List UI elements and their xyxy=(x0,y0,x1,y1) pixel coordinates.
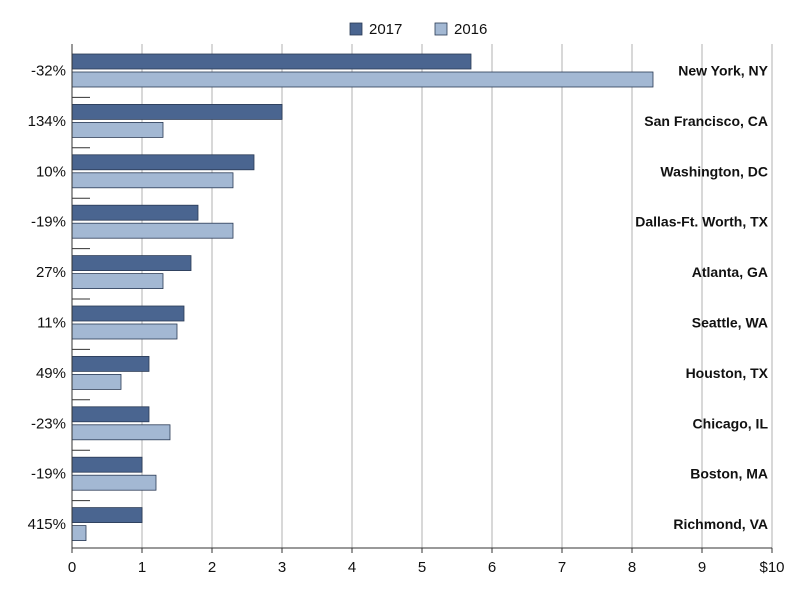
x-tick-label: 7 xyxy=(558,559,566,576)
x-tick-label: $10 xyxy=(759,559,784,576)
x-tick-label: 8 xyxy=(628,559,636,576)
change-label: 27% xyxy=(36,264,66,281)
change-label: -23% xyxy=(31,415,66,432)
category-label: Houston, TX xyxy=(686,365,769,381)
category-label: Seattle, WA xyxy=(692,315,768,331)
bar-2016 xyxy=(71,222,234,239)
bar-2016 xyxy=(71,474,157,491)
change-label: 49% xyxy=(36,365,66,382)
category-label: San Francisco, CA xyxy=(644,113,768,129)
legend-swatch-2017 xyxy=(349,22,363,36)
bar-2017 xyxy=(71,406,150,423)
bars xyxy=(71,53,654,541)
change-label: -32% xyxy=(31,63,66,80)
legend-label-2017: 2017 xyxy=(369,21,402,38)
x-tick-label: 2 xyxy=(208,559,216,576)
bar-2017 xyxy=(71,355,150,372)
x-tick-label: 4 xyxy=(348,559,356,576)
category-label: Washington, DC xyxy=(660,163,768,179)
bar-2016 xyxy=(71,71,654,88)
bar-2016 xyxy=(71,172,234,189)
labels: 0 1 2 3 4 5 6 7 8 9 $10 -32% New York, NY 134% San Fra… xyxy=(28,63,785,577)
category-label: Atlanta, GA xyxy=(692,264,768,280)
bar-2016 xyxy=(71,424,171,441)
bar-2017 xyxy=(71,456,143,473)
category-label: New York, NY xyxy=(678,63,768,79)
bar-2016 xyxy=(71,122,164,138)
legend-swatch-2016 xyxy=(434,22,448,36)
bar-2017 xyxy=(71,53,472,70)
x-tick-label: 1 xyxy=(138,559,146,576)
category-label: Dallas-Ft. Worth, TX xyxy=(635,214,768,230)
bar-2017 xyxy=(71,255,192,272)
change-label: 415% xyxy=(28,516,66,533)
change-label: -19% xyxy=(31,214,66,231)
x-tick-label: 5 xyxy=(418,559,426,576)
x-tick-label: 0 xyxy=(68,559,76,576)
x-tick-label: 9 xyxy=(698,559,706,576)
bar-2016 xyxy=(71,273,164,290)
bar-2017 xyxy=(71,305,185,322)
category-label: Boston, MA xyxy=(690,466,768,482)
bar-2016 xyxy=(71,525,87,541)
bar-2017 xyxy=(71,154,255,171)
bar-2016 xyxy=(71,373,122,390)
category-label: Richmond, VA xyxy=(673,516,768,532)
bar-2017 xyxy=(71,507,143,524)
axes xyxy=(71,44,773,553)
change-label: 11% xyxy=(37,315,66,332)
grid-lines xyxy=(141,44,773,548)
change-label: 134% xyxy=(28,113,66,130)
category-label: Chicago, IL xyxy=(693,415,769,431)
bar-2017 xyxy=(71,204,199,221)
x-tick-label: 3 xyxy=(278,559,286,576)
bar-2017 xyxy=(71,104,283,120)
legend-label-2016: 2016 xyxy=(454,21,487,38)
bar-2016 xyxy=(71,323,178,340)
change-label: 10% xyxy=(36,163,66,180)
legend: 2017 2016 xyxy=(349,21,487,38)
x-tick-label: 6 xyxy=(488,559,496,576)
change-label: -19% xyxy=(31,466,66,483)
